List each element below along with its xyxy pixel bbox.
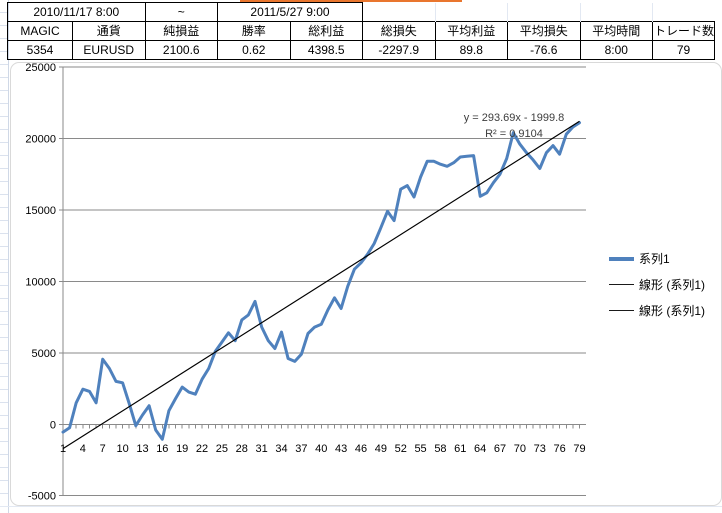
header-trade-count[interactable]: トレード数 [652,21,715,41]
series-line [61,121,581,441]
value-row: 5354 EURUSD 2100.6 0.62 4398.5 -2297.9 8… [7,40,715,60]
svg-text:5000: 5000 [32,348,56,360]
svg-text:15000: 15000 [25,205,56,217]
trendline-icon [609,310,634,311]
svg-text:0: 0 [50,419,56,431]
empty-cell[interactable] [434,2,508,22]
svg-text:64: 64 [474,443,486,455]
svg-text:10: 10 [116,443,128,455]
y-axis-labels: 25000 20000 15000 10000 5000 0 -5000 [25,63,56,503]
x-axis-labels: 1 4 7 10 13 16 19 22 25 28 31 34 37 40 43 46 49 52 55 58 61 6… [60,443,586,455]
svg-text:16: 16 [156,443,168,455]
svg-text:4: 4 [80,443,86,455]
svg-text:46: 46 [355,443,367,455]
value-win-rate[interactable]: 0.62 [217,40,291,60]
header-gross-profit[interactable]: 総利益 [289,21,364,41]
svg-text:1: 1 [60,443,66,455]
sheet-gridline [0,506,722,507]
svg-text:61: 61 [454,443,466,455]
series-line-icon [609,256,634,261]
svg-text:25000: 25000 [25,63,56,74]
header-avg-loss[interactable]: 平均損失 [507,21,581,41]
summary-table: 2010/11/17 8:00 ~ 2011/5/27 9:00 MAGIC 通… [7,2,715,60]
header-win-rate[interactable]: 勝率 [217,21,291,41]
period-separator-cell[interactable]: ~ [144,2,219,22]
legend-item-series[interactable]: 系列1 [609,251,705,266]
axes [59,66,580,497]
selection-marker-line [240,0,462,2]
header-avg-profit[interactable]: 平均利益 [434,21,509,41]
svg-text:R² = 0.9104: R² = 0.9104 [485,128,543,140]
svg-text:19: 19 [176,443,188,455]
chart-object[interactable]: 25000 20000 15000 10000 5000 0 -5000 1 4 7 10 13 16 1… [10,62,722,506]
value-avg-time[interactable]: 8:00 [579,40,654,60]
value-gross-profit[interactable]: 4398.5 [289,40,364,60]
svg-text:31: 31 [256,443,268,455]
chart-legend: 系列1 線形 (系列1) 線形 (系列1) [609,251,705,318]
header-magic[interactable]: MAGIC [7,21,73,41]
svg-text:22: 22 [196,443,208,455]
svg-text:13: 13 [136,443,148,455]
header-gross-loss[interactable]: 総損失 [362,21,436,41]
value-net-profit[interactable]: 2100.6 [144,40,219,60]
svg-text:20000: 20000 [25,133,56,145]
svg-text:79: 79 [573,443,585,455]
legend-label: 系列1 [639,252,670,266]
period-row: 2010/11/17 8:00 ~ 2011/5/27 9:00 [7,2,715,22]
trendline [62,120,580,450]
svg-text:49: 49 [375,443,387,455]
svg-text:28: 28 [236,443,248,455]
period-end-cell[interactable]: 2011/5/27 9:00 [217,2,364,22]
svg-text:37: 37 [295,443,307,455]
value-gross-loss[interactable]: -2297.9 [362,40,436,60]
legend-label: 線形 (系列1) [639,304,706,318]
trendline-icon [609,284,634,285]
value-magic[interactable]: 5354 [7,40,73,60]
svg-text:40: 40 [315,443,327,455]
value-avg-loss[interactable]: -76.6 [507,40,581,60]
value-avg-profit[interactable]: 89.8 [434,40,509,60]
svg-text:y = 293.69x - 1999.8: y = 293.69x - 1999.8 [464,112,565,124]
svg-text:10000: 10000 [25,276,56,288]
empty-cell[interactable] [363,3,436,22]
value-trade-count[interactable]: 79 [652,40,715,60]
header-net-profit[interactable]: 純損益 [144,21,219,41]
svg-text:70: 70 [514,443,526,455]
empty-cell[interactable] [507,2,581,22]
svg-text:52: 52 [395,443,407,455]
trendline-equation: y = 293.69x - 1999.8 R² = 0.9104 [464,112,565,140]
svg-text:58: 58 [434,443,446,455]
legend-item-trendline-2[interactable]: 線形 (系列1) [609,303,705,318]
header-currency[interactable]: 通貨 [72,21,146,41]
svg-text:7: 7 [100,443,106,455]
svg-text:34: 34 [275,443,287,455]
svg-text:67: 67 [494,443,506,455]
svg-text:-5000: -5000 [28,491,56,503]
gridlines [63,66,586,497]
svg-text:25: 25 [216,443,228,455]
empty-cell[interactable] [579,2,653,22]
value-currency[interactable]: EURUSD [72,40,146,60]
period-start-cell[interactable]: 2010/11/17 8:00 [7,2,146,22]
legend-label: 線形 (系列1) [639,278,706,292]
header-avg-time[interactable]: 平均時間 [579,21,654,41]
legend-item-trendline-1[interactable]: 線形 (系列1) [609,277,705,292]
svg-text:43: 43 [335,443,347,455]
svg-text:73: 73 [534,443,546,455]
sheet-gridlines-strip [0,0,9,513]
header-row: MAGIC 通貨 純損益 勝率 総利益 総損失 平均利益 平均損失 平均時間 ト… [7,21,715,41]
empty-cell[interactable] [652,2,715,22]
svg-text:76: 76 [554,443,566,455]
svg-text:55: 55 [414,443,426,455]
